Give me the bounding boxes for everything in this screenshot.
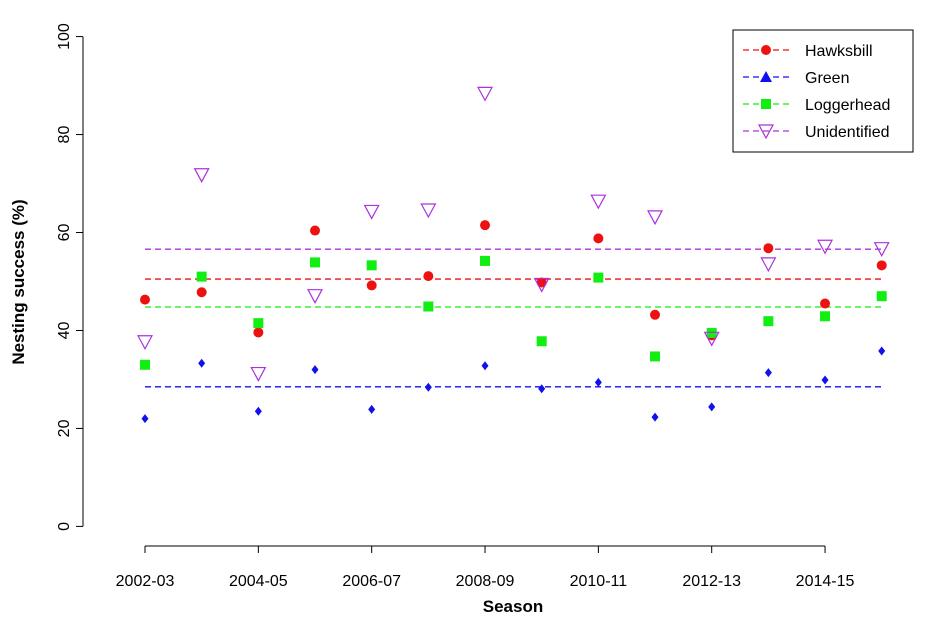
point [480,220,491,231]
point [703,331,720,347]
point [136,335,154,351]
point [368,404,376,414]
point [196,287,207,298]
x-tick-label: 2004-05 [229,573,288,590]
point [876,291,887,302]
point [706,327,717,338]
legend-marker [761,99,771,109]
point [423,271,434,282]
point [254,406,262,416]
y-tick-label: 0 [56,522,73,531]
point [250,366,267,382]
point [310,257,321,268]
x-tick-label: 2008-09 [456,573,515,590]
point [878,346,886,356]
y-tick-label: 20 [56,419,73,437]
point [538,384,546,394]
x-tick-label: 2012-13 [682,573,741,590]
point [763,316,774,327]
y-tick-label: 80 [56,126,73,144]
point [140,359,150,370]
point [310,225,321,236]
point [307,289,324,304]
legend-label: Hawksbill [805,43,873,60]
point [593,272,604,283]
point [363,204,380,220]
legend: Hawksbill Green Loggerhead Unidentified [732,29,914,153]
y-tick-label: 40 [56,321,73,339]
point [764,368,772,378]
legend-marker [761,45,771,55]
y-tick-label: 60 [56,224,73,242]
point [820,311,831,322]
point [817,239,834,255]
point [536,336,547,347]
legend-marker [760,71,772,82]
point [481,361,489,371]
point [760,257,777,273]
point [477,86,494,102]
point [763,243,774,254]
point [650,309,661,320]
point [198,358,206,368]
point [366,260,377,271]
point [196,271,207,282]
point [820,298,831,309]
point [873,242,890,257]
point [480,255,491,266]
legend-label: Loggerhead [805,97,890,114]
point [140,294,150,305]
point [253,318,264,329]
legend-marker [757,124,775,140]
legend-label: Green [805,70,849,87]
point [647,210,664,226]
point [420,203,437,219]
point [650,351,661,362]
point [366,280,377,291]
point [708,402,716,412]
x-axis-title: Season [483,597,543,616]
point [536,277,547,288]
point [253,327,264,338]
point [423,301,434,312]
point [141,414,149,424]
y-tick-label: 100 [56,23,73,50]
point [651,412,659,422]
point [821,375,829,385]
x-tick-label: 2006-07 [342,573,401,590]
x-tick-label: 2002-03 [116,573,175,590]
legend-label: Unidentified [805,124,890,141]
point [590,194,607,210]
point [424,382,432,392]
x-tick-label: 2010-11 [570,573,628,590]
y-axis-title: Nesting success (%) [9,199,28,364]
point [876,260,887,271]
point [593,233,604,244]
point [311,365,319,375]
point [193,168,210,183]
x-tick-label: 2014-15 [796,573,855,590]
point [594,377,602,387]
point [533,277,550,293]
